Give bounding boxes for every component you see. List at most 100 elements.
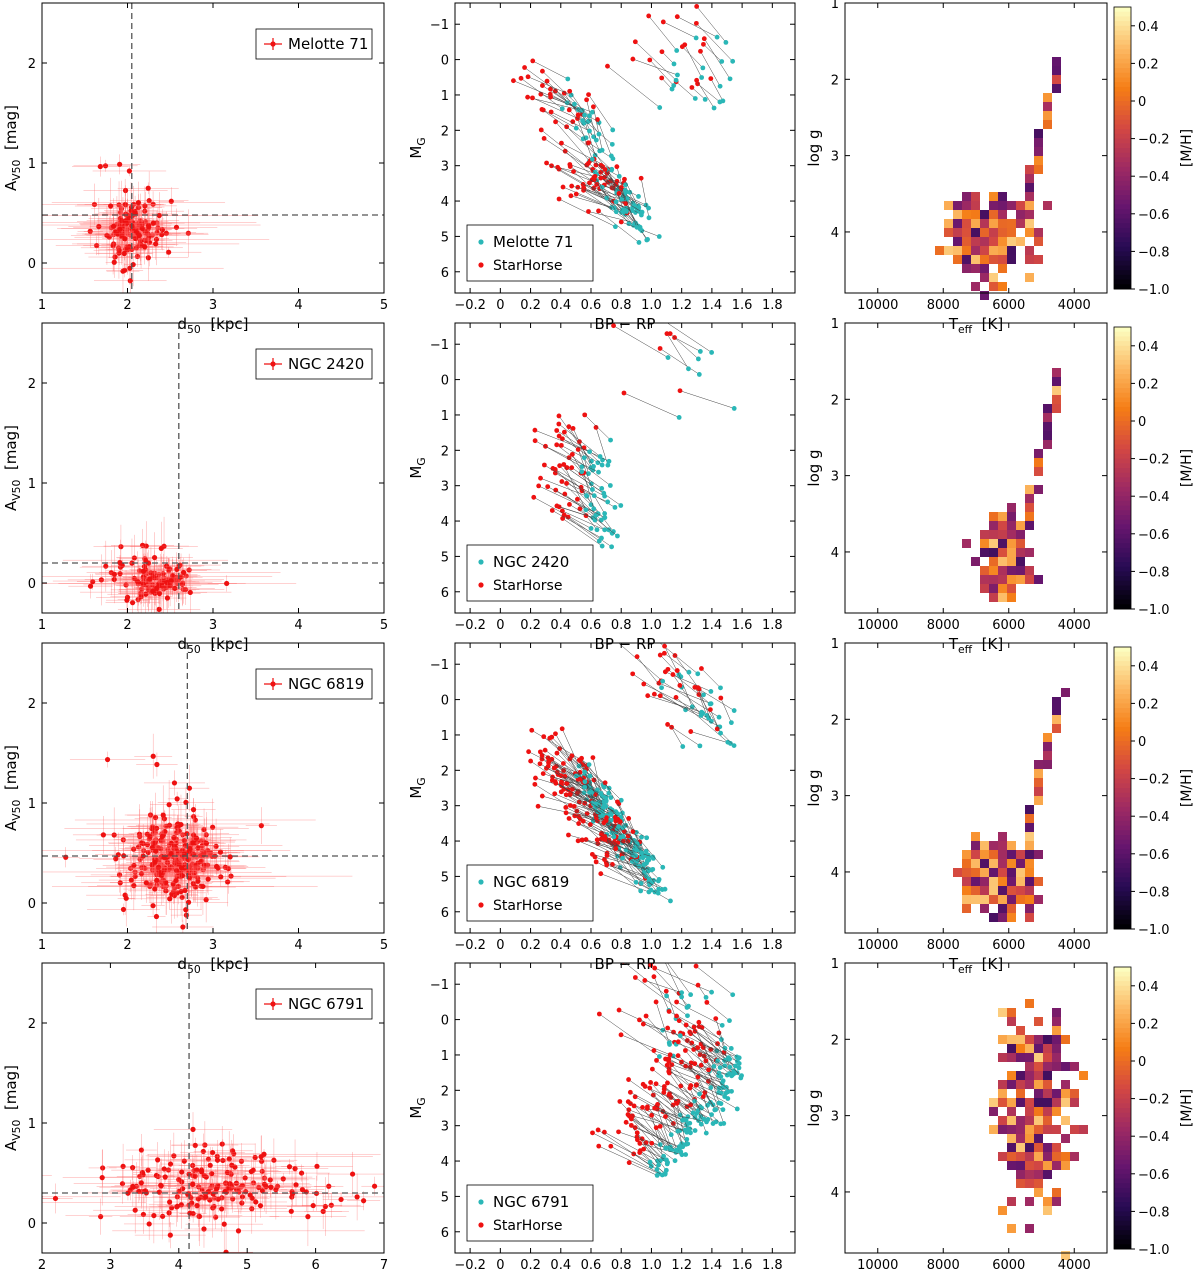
heatmap-cell (980, 566, 989, 575)
cluster-star (671, 83, 677, 88)
data-point (36, 1200, 41, 1205)
cluster-star (712, 1107, 718, 1113)
heatmap-cell (971, 228, 980, 237)
data-point (299, 1186, 306, 1193)
heatmap-cell (1025, 183, 1034, 192)
starhorse-star (642, 1084, 648, 1089)
data-point (200, 883, 206, 890)
colorbar-segment (1114, 133, 1131, 140)
pair-link (583, 472, 594, 509)
starhorse-star (538, 91, 544, 97)
data-point (225, 866, 232, 872)
colorbar-segment (1114, 7, 1131, 13)
pair-link (624, 179, 640, 208)
data-point (292, 1166, 298, 1172)
starhorse-star (547, 735, 553, 741)
y-tick-label: 2 (28, 377, 36, 392)
x-tick-label: 0.8 (611, 618, 632, 633)
pair-link (533, 497, 592, 529)
pair-link (620, 1034, 674, 1057)
data-point (228, 873, 234, 879)
cluster-star (657, 1158, 663, 1164)
cluster-star (591, 134, 597, 140)
y-tick-label: 1 (831, 317, 839, 332)
starhorse-star (598, 871, 604, 877)
heatmap-cell (1007, 877, 1016, 886)
data-point (163, 563, 170, 569)
heatmap-cell (989, 859, 998, 868)
pair-link (628, 1115, 664, 1157)
starhorse-star (688, 1102, 694, 1108)
cluster-star (599, 535, 604, 541)
cluster-star (643, 848, 649, 854)
cluster-star (706, 715, 712, 721)
data-point (280, 1176, 286, 1182)
starhorse-star (567, 501, 572, 507)
starhorse-star (575, 447, 581, 452)
heatmap-cell (998, 282, 1007, 291)
starhorse-star (613, 846, 619, 852)
data-point (247, 1192, 253, 1198)
pair-link (563, 464, 587, 510)
cluster-star (718, 1074, 724, 1079)
starhorse-star (553, 780, 559, 786)
data-point (155, 864, 162, 870)
x-axis-label-sub: eff (958, 323, 973, 336)
colorbar-tick-label: −1.0 (1138, 283, 1170, 298)
plot-frame (454, 2, 796, 294)
starhorse-star (570, 119, 576, 125)
data-point (118, 544, 124, 550)
colorbar-segment (1114, 279, 1131, 285)
starhorse-star (545, 763, 551, 769)
starhorse-star (576, 814, 582, 820)
heatmap-cell (1025, 575, 1034, 584)
colorbar-segment (1114, 712, 1131, 718)
starhorse-star (566, 832, 571, 838)
colorbar-frame (1113, 6, 1132, 290)
pair-link (558, 415, 592, 462)
starhorse-star (616, 1129, 621, 1135)
colorbar-tick-label: 0 (1138, 415, 1146, 430)
cluster-star (665, 355, 671, 360)
y-axis-label-main: A (2, 180, 20, 191)
starhorse-star (641, 681, 647, 687)
starhorse-star (683, 1022, 689, 1028)
colorbar-segment (1114, 477, 1131, 483)
starhorse-star (628, 1123, 634, 1128)
colorbar-segment (1114, 129, 1131, 135)
colorbar-segment (1114, 670, 1131, 676)
heatmap-cell (980, 886, 989, 895)
colorbar-tick-label: 0.4 (1138, 660, 1159, 675)
starhorse-star (596, 1011, 602, 1017)
starhorse-star (544, 160, 549, 166)
starhorse-star (545, 755, 551, 761)
plot-frame (454, 962, 796, 1254)
heatmap-cell (989, 850, 998, 859)
data-point (131, 846, 137, 852)
data-point (115, 231, 121, 237)
heatmap-cell (971, 219, 980, 228)
pair-link (545, 446, 599, 473)
starhorse-star (567, 803, 573, 808)
starhorse-star (561, 512, 567, 518)
x-tick-label: 2 (123, 298, 131, 313)
cluster-star (638, 881, 644, 886)
pair-link (534, 429, 590, 452)
x-tick-label: 0.2 (520, 618, 541, 633)
starhorse-star (539, 753, 545, 758)
pair-link (647, 1106, 672, 1135)
data-point (127, 278, 133, 284)
heatmap-cell (980, 246, 989, 255)
heatmap-cell (989, 530, 998, 539)
starhorse-star (618, 219, 624, 225)
heatmap-cell (962, 246, 971, 255)
colorbar-segment (1114, 138, 1131, 144)
data-point (170, 573, 176, 579)
cluster-star (638, 888, 644, 894)
pair-link (679, 390, 735, 409)
cluster-star (702, 96, 708, 102)
pair-link (566, 467, 604, 494)
starhorse-star (535, 803, 541, 809)
colorbar-tick-label: −0.8 (1138, 245, 1170, 260)
